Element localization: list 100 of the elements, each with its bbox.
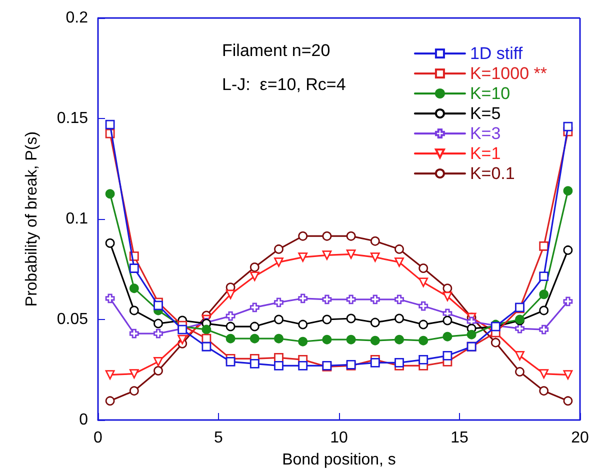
- point: [154, 328, 163, 338]
- point: [202, 342, 212, 352]
- y-tick-label: 0: [79, 412, 88, 428]
- point: [418, 264, 428, 273]
- point: [394, 314, 404, 324]
- y-tick-label: 0.05: [56, 311, 88, 328]
- point: [442, 284, 452, 294]
- point: [563, 245, 573, 255]
- legend-label: K=5: [470, 104, 501, 123]
- legend-label: 1D stiff: [470, 44, 523, 63]
- point: [250, 322, 260, 332]
- point: [539, 324, 549, 334]
- y-tick-label: 0.2: [66, 10, 88, 26]
- y-axis-title: Probability of break, P(s): [24, 131, 40, 307]
- point: [154, 318, 163, 328]
- point: [250, 272, 260, 281]
- point: [105, 189, 115, 199]
- legend-label: K=0.1: [470, 164, 515, 183]
- x-tick-label: 20: [571, 430, 589, 446]
- point: [322, 231, 332, 241]
- point: [226, 322, 236, 332]
- point: [370, 336, 380, 346]
- point: [346, 294, 356, 304]
- point: [154, 357, 163, 366]
- point: [250, 334, 260, 344]
- point: [298, 231, 308, 241]
- point: [370, 252, 380, 262]
- point: [490, 338, 500, 348]
- point: [322, 314, 332, 324]
- point: [274, 334, 284, 344]
- point: [226, 311, 236, 321]
- point: [539, 369, 549, 378]
- point: [274, 298, 284, 308]
- point: [418, 301, 428, 311]
- point: [394, 258, 404, 267]
- legend-label: K=10: [470, 84, 510, 103]
- point: [322, 334, 332, 344]
- point: [298, 252, 308, 262]
- point: [298, 361, 308, 370]
- point: [202, 324, 212, 334]
- point: [394, 334, 404, 344]
- point: [563, 296, 573, 306]
- point: [515, 324, 524, 334]
- point: [442, 332, 452, 342]
- point: [370, 358, 380, 368]
- point: [105, 396, 115, 406]
- point: [322, 294, 332, 304]
- point: [442, 350, 452, 360]
- point: [129, 386, 139, 396]
- point: [515, 367, 524, 376]
- point: [539, 306, 549, 316]
- point: [563, 396, 573, 406]
- point: [346, 314, 356, 324]
- point: [129, 264, 139, 273]
- point: [370, 236, 380, 246]
- point: [129, 369, 139, 378]
- legend-label: K=1: [470, 144, 501, 163]
- point: [394, 294, 404, 304]
- point: [370, 294, 380, 304]
- point: [274, 244, 284, 254]
- annotation: Filament n=20: [222, 41, 330, 60]
- point: [105, 238, 115, 248]
- point: [250, 359, 260, 368]
- point: [346, 249, 356, 259]
- point: [274, 314, 284, 324]
- x-tick-label: 15: [450, 430, 468, 446]
- point: [105, 294, 115, 304]
- point: [298, 294, 308, 304]
- point: [250, 302, 260, 312]
- point: [442, 292, 452, 302]
- legend-label: K=1000 **: [470, 64, 548, 83]
- point: [394, 244, 404, 254]
- point: [129, 306, 139, 316]
- point: [539, 290, 549, 300]
- point: [539, 241, 549, 251]
- legend-label: K=3: [470, 124, 501, 143]
- point: [129, 328, 139, 338]
- point: [298, 336, 308, 346]
- point: [346, 334, 356, 344]
- point: [466, 330, 476, 340]
- point: [346, 231, 356, 241]
- point: [105, 120, 115, 130]
- point: [178, 334, 188, 344]
- point: [274, 361, 284, 370]
- x-tick-label: 0: [94, 430, 103, 446]
- point: [418, 278, 428, 288]
- point: [442, 316, 452, 326]
- point: [370, 318, 380, 328]
- point: [418, 320, 428, 330]
- point: [563, 122, 573, 132]
- x-tick-label: 5: [214, 430, 224, 446]
- point: [563, 186, 573, 196]
- y-tick-label: 0.1: [66, 210, 88, 228]
- x-tick-label: 10: [330, 430, 348, 446]
- point: [250, 262, 260, 272]
- point: [154, 366, 163, 376]
- annotation: L-J: ε=10, Rc=4: [222, 75, 346, 94]
- point: [394, 358, 404, 368]
- point: [129, 284, 139, 294]
- point: [226, 357, 236, 366]
